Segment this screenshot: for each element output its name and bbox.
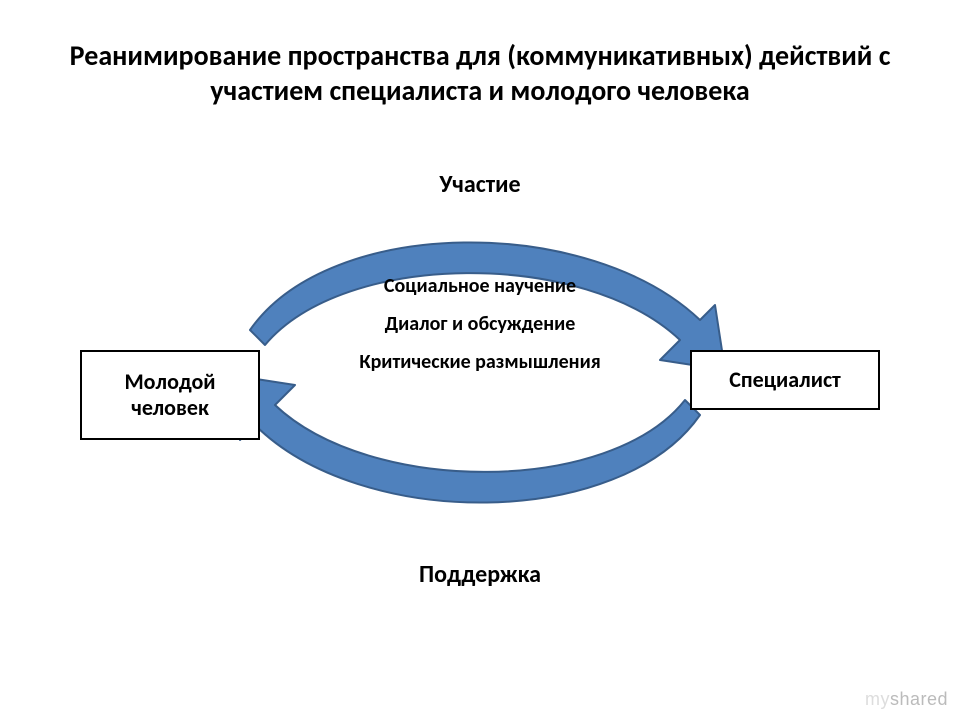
center-item-dialogue: Диалог и обсуждение — [0, 312, 960, 336]
arrow-bottom — [230, 375, 700, 503]
label-participation: Участие — [0, 170, 960, 199]
box-specialist-label: Специалист — [729, 367, 841, 393]
arrow-bottom-path — [230, 375, 700, 503]
watermark-right: shared — [890, 689, 948, 709]
watermark: myshared — [865, 689, 948, 710]
page-title: Реанимирование пространства для (коммуни… — [60, 38, 900, 108]
box-specialist: Специалист — [690, 350, 880, 410]
watermark-left: my — [865, 689, 890, 709]
box-young-person: Молодой человек — [80, 350, 260, 440]
label-support: Поддержка — [0, 560, 960, 589]
center-item-social-learning: Социальное научение — [0, 274, 960, 298]
box-young-person-label: Молодой человек — [92, 369, 248, 422]
